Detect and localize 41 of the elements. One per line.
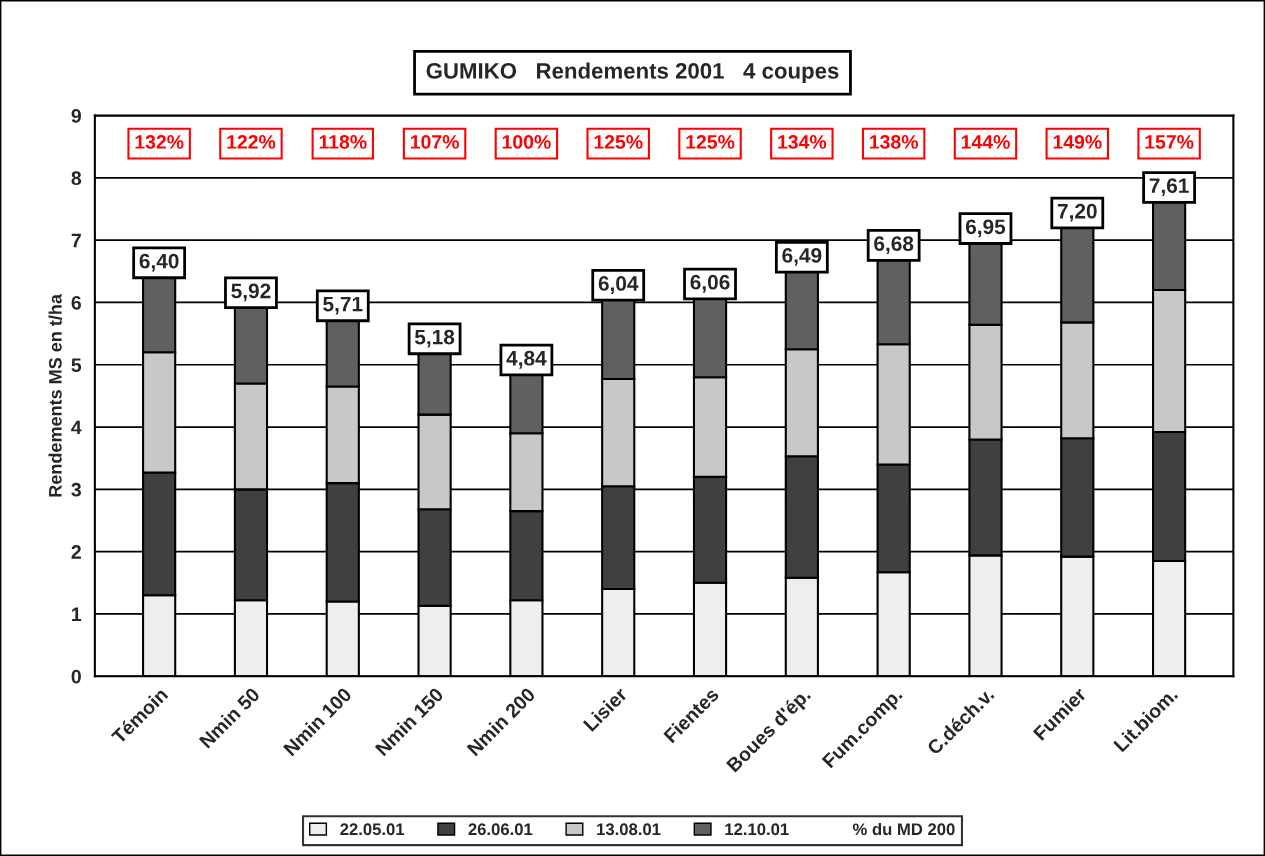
- y-tick-label: 7: [71, 233, 81, 248]
- y-tick-label: 9: [71, 109, 81, 123]
- annotation: 107%: [410, 135, 459, 149]
- y-tick-label: 2: [71, 545, 81, 559]
- annotation: 157%: [1145, 135, 1194, 149]
- annotation: 125%: [594, 135, 643, 149]
- annotation: 144%: [961, 135, 1010, 149]
- total-label: 6,49: [782, 248, 822, 266]
- total-label: 5,92: [231, 283, 271, 302]
- legend-title: % du MD 200: [852, 822, 955, 836]
- y-tick-label: 0: [71, 669, 81, 684]
- chart-title: GUMIKO Rendements 2001 4 coupes: [426, 62, 839, 84]
- annotation: 138%: [870, 135, 919, 149]
- annotation: 118%: [319, 135, 367, 149]
- total-label: 5,18: [414, 329, 455, 348]
- legend-label: 22.05.01: [340, 823, 405, 836]
- total-label: 6,40: [139, 253, 179, 272]
- annotation: 132%: [135, 135, 184, 149]
- total-label: 5,71: [323, 296, 363, 315]
- total-label: 7,61: [1149, 178, 1189, 197]
- y-tick-label: 5: [71, 358, 82, 372]
- y-tick-label: 3: [71, 482, 81, 497]
- annotation: 125%: [686, 135, 735, 149]
- y-tick-label: 8: [71, 171, 82, 186]
- annotation: 134%: [778, 135, 827, 149]
- legend-label: 13.08.01: [597, 823, 661, 836]
- y-tick-label: 4: [71, 420, 82, 435]
- total-label: 4,84: [506, 350, 547, 369]
- annotation: 122%: [227, 135, 276, 149]
- annotation: 149%: [1053, 135, 1102, 149]
- y-tick-label: 1: [72, 607, 82, 621]
- legend-label: 12.10.01: [725, 823, 789, 836]
- total-label: 6,95: [965, 219, 1006, 238]
- legend-label: 26.06.01: [468, 823, 533, 836]
- total-label: 6,06: [690, 274, 730, 293]
- total-label: 7,20: [1057, 203, 1097, 222]
- total-label: 6,04: [598, 276, 639, 294]
- y-tick-label: 6: [71, 295, 81, 310]
- y-axis-title: Rendements MS en t/ha: [48, 293, 62, 497]
- total-label: 6,68: [874, 236, 914, 255]
- annotation: 100%: [502, 135, 551, 149]
